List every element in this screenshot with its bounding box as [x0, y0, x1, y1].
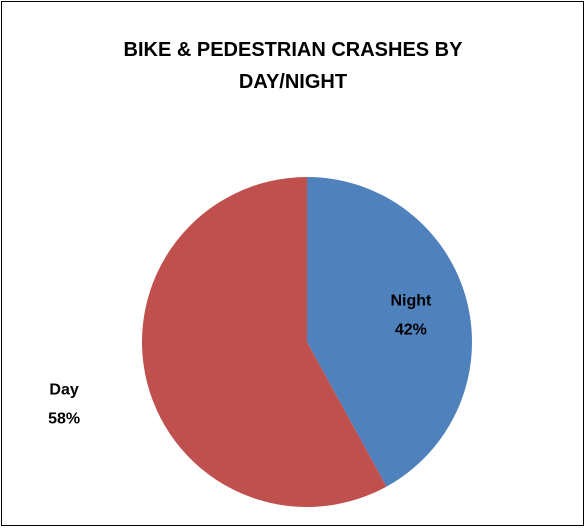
pie-slice — [141, 176, 387, 507]
pie-slice — [307, 177, 472, 487]
slice-label: Night — [390, 293, 432, 310]
slice-value-label: 42% — [395, 322, 427, 339]
slice-label: Day — [49, 382, 78, 399]
slice-value-label: 58% — [48, 411, 80, 428]
chart-title: BIKE & PEDESTRIAN CRASHES BY DAY/NIGHT — [123, 39, 463, 93]
